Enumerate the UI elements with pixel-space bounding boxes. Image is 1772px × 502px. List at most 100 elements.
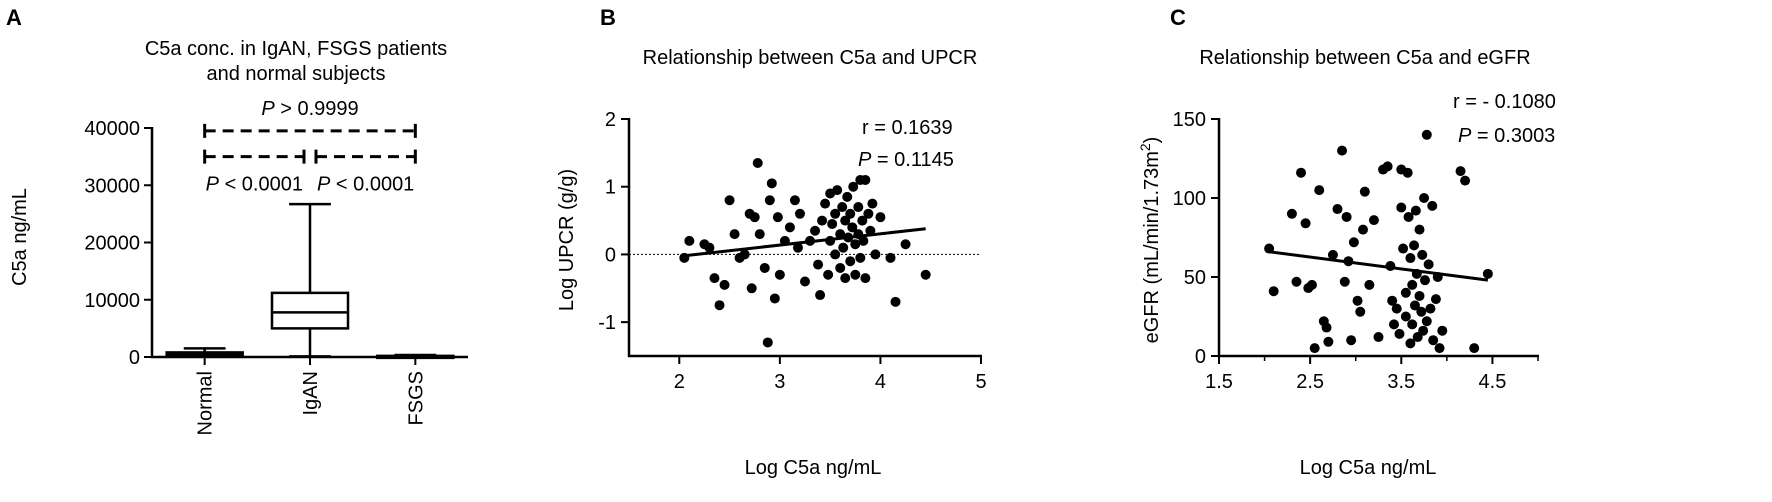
data-point xyxy=(1352,295,1363,306)
data-point xyxy=(1387,295,1398,306)
panel-c-x-axis-title: Log C5a ng/mL xyxy=(1300,457,1437,479)
x-tick-label: 2.5 xyxy=(1296,371,1324,393)
data-point xyxy=(1400,287,1411,298)
data-point xyxy=(792,242,803,253)
data-point xyxy=(749,212,760,223)
data-point xyxy=(752,158,763,169)
data-point xyxy=(739,249,750,260)
data-point xyxy=(827,218,838,229)
data-point xyxy=(1341,211,1352,222)
data-point xyxy=(1421,316,1432,327)
data-point xyxy=(1300,218,1311,229)
data-point xyxy=(1400,311,1411,322)
data-point xyxy=(920,269,931,280)
data-point xyxy=(1327,249,1338,260)
data-point xyxy=(1409,240,1420,251)
data-point xyxy=(1419,275,1430,286)
data-point xyxy=(1359,186,1370,197)
boxplot-fsgs xyxy=(376,353,455,360)
data-point xyxy=(762,337,773,348)
data-point xyxy=(766,178,777,189)
data-point xyxy=(1469,343,1480,354)
data-point xyxy=(729,229,740,240)
data-point xyxy=(1419,193,1430,203)
x-tick-label: 5 xyxy=(975,371,986,393)
panel-c-p-value: P = 0.3003 xyxy=(1458,125,1555,147)
data-point xyxy=(746,283,757,294)
data-point xyxy=(1434,343,1445,354)
data-point xyxy=(845,208,856,219)
data-point xyxy=(1402,167,1413,178)
data-point xyxy=(684,235,695,246)
panel-b-axes: -1 0 1 2 2 3 4 5 xyxy=(598,109,986,393)
y-tick-label: 20000 xyxy=(84,233,140,255)
data-point xyxy=(1309,343,1320,354)
data-point xyxy=(1332,204,1343,215)
boxplot-normal xyxy=(165,347,244,358)
data-point xyxy=(1394,328,1405,339)
x-tick-label: 1.5 xyxy=(1205,371,1233,393)
panel-b-p-value: P = 0.1145 xyxy=(858,149,954,171)
data-point xyxy=(1364,279,1375,290)
data-point xyxy=(845,256,856,267)
data-point xyxy=(860,273,871,284)
data-point xyxy=(724,195,735,206)
data-point xyxy=(1437,325,1448,336)
data-point xyxy=(1407,279,1418,290)
p-value-label: P > 0.9999 xyxy=(261,98,358,120)
y-tick-label: 0 xyxy=(1195,346,1206,368)
panel-c-plot-area xyxy=(1264,129,1493,354)
y-tick-label: 10000 xyxy=(84,290,140,312)
x-tick-label: 3.5 xyxy=(1387,371,1415,393)
y-tick-label: -1 xyxy=(598,312,616,334)
data-point xyxy=(1306,279,1317,290)
data-point xyxy=(1403,211,1414,222)
data-point xyxy=(754,229,765,240)
data-point xyxy=(1355,306,1366,317)
data-point xyxy=(885,252,896,263)
data-point xyxy=(800,276,810,287)
data-point xyxy=(817,215,828,226)
panel-a-axes: 0 10000 20000 30000 40000 Normal IgAN FSGS xyxy=(84,118,468,435)
panel-c-title: Relationship between C5a and eGFR xyxy=(1199,47,1530,69)
data-point xyxy=(774,269,785,280)
data-point xyxy=(784,222,795,233)
data-point xyxy=(1414,224,1425,235)
data-point xyxy=(1417,249,1428,260)
panel-b-y-axis-title: Log UPCR (g/g) xyxy=(556,169,578,311)
y-tick-label: 40000 xyxy=(84,118,140,140)
data-point xyxy=(1321,322,1332,333)
data-point xyxy=(847,222,858,233)
data-point xyxy=(860,174,871,185)
y-tick-label: 30000 xyxy=(84,175,140,197)
data-point xyxy=(1430,294,1441,305)
significance-bracket: P > 0.9999 xyxy=(203,98,417,138)
data-point xyxy=(837,202,848,213)
data-point xyxy=(1291,276,1302,287)
data-point xyxy=(1427,200,1438,211)
panel-a: A C5a conc. in IgAN, FSGS patients and n… xyxy=(6,5,468,435)
regression-line xyxy=(684,227,926,258)
data-point xyxy=(759,262,770,273)
data-point xyxy=(810,225,821,236)
panel-c-y-axis-title: eGFR (mL/min/1.73m2) xyxy=(1137,137,1163,344)
panel-a-label: A xyxy=(6,5,22,30)
x-tick-label: 4 xyxy=(875,371,886,393)
data-point xyxy=(1428,335,1439,346)
data-point xyxy=(842,191,853,202)
data-point xyxy=(1421,129,1432,140)
data-point xyxy=(764,195,775,206)
data-point xyxy=(1409,300,1420,311)
y-tick-label: 100 xyxy=(1173,188,1206,210)
data-point xyxy=(857,215,868,226)
data-point xyxy=(815,290,826,301)
data-point xyxy=(1455,166,1466,177)
data-point xyxy=(1358,224,1369,235)
x-tick-label: 2 xyxy=(674,371,685,393)
data-point xyxy=(1396,202,1407,213)
data-point xyxy=(858,235,869,246)
data-point xyxy=(832,185,843,196)
data-point xyxy=(830,208,841,219)
panel-b-x-axis-title: Log C5a ng/mL xyxy=(745,457,882,479)
